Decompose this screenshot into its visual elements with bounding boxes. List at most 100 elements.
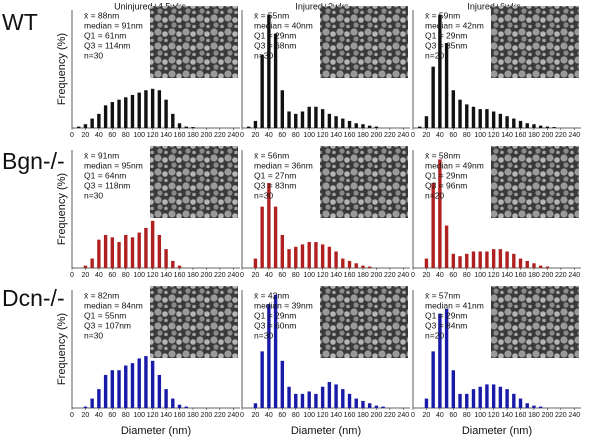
bar — [341, 118, 345, 128]
x-tick-label: 40 — [436, 412, 444, 419]
x-tick-label: 80 — [122, 412, 130, 419]
bar — [130, 237, 135, 268]
bar — [320, 386, 325, 408]
y-axis-label: Frequency (%) — [56, 33, 68, 105]
x-tick-label: 80 — [122, 272, 130, 279]
x-tick-label: 200 — [371, 412, 383, 419]
bar — [327, 113, 332, 128]
x-tick-label: 0 — [240, 412, 244, 419]
bar — [545, 126, 550, 128]
bar — [171, 398, 175, 408]
bar — [294, 393, 298, 408]
bar — [144, 227, 148, 268]
stats-annotation: n=20 — [425, 50, 444, 60]
bar — [478, 386, 482, 408]
bar — [485, 109, 489, 128]
x-tick-label: 220 — [384, 412, 396, 419]
stats-annotation: Q3 = 114nm — [84, 40, 130, 50]
bar — [124, 365, 128, 408]
bar — [498, 386, 503, 408]
bar — [505, 251, 509, 268]
bar — [267, 14, 271, 128]
x-tick-label: 160 — [515, 412, 527, 419]
stats-annotation: Q1 = 64nm — [84, 170, 126, 180]
x-tick-label: 80 — [292, 412, 300, 419]
x-tick-label: 60 — [449, 412, 457, 419]
x-tick-label: 120 — [488, 272, 500, 279]
bar — [103, 374, 108, 408]
bar — [505, 116, 509, 128]
bar — [458, 99, 462, 128]
x-tick-label: 180 — [528, 272, 540, 279]
bar — [374, 405, 379, 408]
x-tick-label: 0 — [70, 272, 74, 279]
bar — [287, 249, 291, 268]
bar — [124, 234, 128, 268]
bar — [300, 393, 305, 408]
micrograph-inset — [320, 286, 408, 358]
x-tick-label: 160 — [344, 412, 356, 419]
x-tick-label: 220 — [214, 272, 226, 279]
bar — [327, 246, 332, 268]
bar — [280, 90, 285, 128]
bar — [518, 120, 523, 128]
x-tick-label: 120 — [317, 412, 329, 419]
micrograph-inset — [320, 146, 408, 218]
x-tick-label: 220 — [214, 132, 226, 139]
x-tick-label: 100 — [133, 412, 145, 419]
bar — [164, 99, 168, 128]
bar — [253, 258, 258, 268]
x-tick-label: 180 — [187, 272, 199, 279]
x-tick-label: 120 — [488, 132, 500, 139]
bar — [314, 242, 318, 268]
bar — [341, 258, 345, 268]
bar — [341, 389, 345, 408]
stats-annotation: n=20 — [425, 330, 444, 340]
bar — [347, 120, 352, 128]
x-tick-label: 100 — [474, 272, 486, 279]
bar — [144, 90, 148, 128]
bar — [465, 393, 469, 408]
x-tick-label: 120 — [317, 132, 329, 139]
bar — [157, 234, 162, 268]
x-tick-label: 180 — [357, 412, 369, 419]
x-tick-label: 100 — [133, 132, 145, 139]
bar — [478, 109, 482, 128]
bar — [518, 258, 523, 268]
x-tick-label: 200 — [371, 132, 383, 139]
bar — [438, 159, 442, 268]
bar — [130, 94, 135, 128]
bar — [512, 393, 516, 408]
x-tick-label: 40 — [265, 132, 273, 139]
bar — [532, 263, 536, 268]
bar — [512, 118, 516, 128]
stats-annotation: median = 36nm — [254, 160, 313, 170]
x-tick-label: 20 — [252, 132, 260, 139]
x-tick-label: 120 — [147, 132, 159, 139]
bar — [424, 116, 429, 128]
stats-annotation: x̄ = 88nm — [84, 10, 119, 20]
x-tick-label: 240 — [568, 412, 580, 419]
stats-annotation: n=30 — [84, 190, 103, 200]
bar — [157, 90, 162, 128]
x-tick-label: 40 — [436, 132, 444, 139]
bar — [374, 126, 379, 128]
stats-annotation: Q3 = 60nm — [254, 320, 296, 330]
x-tick-label: 200 — [201, 272, 213, 279]
x-tick-label: 200 — [371, 272, 383, 279]
bar — [505, 389, 509, 408]
row-title: Bgn-/- — [2, 148, 65, 174]
x-tick-label: 240 — [397, 412, 409, 419]
bar — [137, 232, 141, 268]
x-tick-label: 140 — [501, 132, 513, 139]
x-tick-label: 80 — [463, 132, 471, 139]
x-tick-label: 140 — [330, 272, 342, 279]
bar — [498, 113, 503, 128]
bar — [124, 97, 128, 128]
bar — [157, 374, 162, 408]
x-tick-label: 20 — [252, 272, 260, 279]
micrograph-inset — [491, 146, 579, 218]
x-tick-label: 200 — [542, 132, 554, 139]
bar — [267, 304, 271, 408]
